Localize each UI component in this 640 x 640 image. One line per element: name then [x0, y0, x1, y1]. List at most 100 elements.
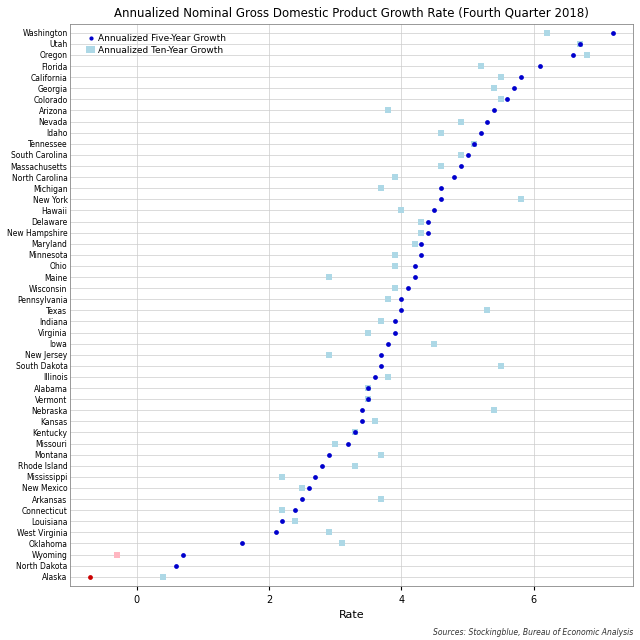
- Point: [396, 305, 406, 316]
- Point: [390, 328, 400, 338]
- Point: [363, 394, 373, 404]
- Point: [410, 272, 420, 282]
- Point: [383, 339, 393, 349]
- Point: [489, 106, 499, 116]
- Point: [483, 116, 493, 127]
- Point: [343, 438, 353, 449]
- Point: [277, 472, 287, 482]
- Point: [363, 383, 373, 393]
- Point: [390, 283, 400, 293]
- Point: [111, 550, 122, 560]
- Point: [410, 239, 420, 249]
- Point: [383, 372, 393, 382]
- Title: Annualized Nominal Gross Domestic Product Growth Rate (Fourth Quarter 2018): Annualized Nominal Gross Domestic Produc…: [115, 7, 589, 20]
- Point: [416, 227, 426, 237]
- Point: [390, 250, 400, 260]
- Point: [310, 472, 321, 482]
- Point: [634, 561, 640, 571]
- Point: [337, 538, 347, 548]
- Legend: Annualized Five-Year Growth, Annualized Ten-Year Growth: Annualized Five-Year Growth, Annualized …: [86, 34, 226, 55]
- Point: [323, 449, 333, 460]
- Point: [542, 28, 552, 38]
- Point: [396, 294, 406, 305]
- Point: [456, 150, 466, 160]
- Point: [383, 294, 393, 305]
- Point: [376, 349, 387, 360]
- Point: [429, 339, 440, 349]
- Point: [158, 572, 168, 582]
- Point: [608, 28, 618, 38]
- Point: [502, 94, 513, 104]
- Point: [535, 61, 545, 71]
- Point: [422, 216, 433, 227]
- Point: [350, 428, 360, 438]
- Point: [356, 405, 367, 415]
- Point: [356, 416, 367, 426]
- Point: [575, 39, 585, 49]
- Point: [277, 516, 287, 526]
- Point: [323, 272, 333, 282]
- Point: [383, 106, 393, 116]
- Point: [495, 94, 506, 104]
- Point: [390, 261, 400, 271]
- Point: [85, 572, 95, 582]
- Point: [390, 172, 400, 182]
- Point: [376, 183, 387, 193]
- Point: [436, 127, 446, 138]
- Point: [363, 328, 373, 338]
- Point: [237, 538, 248, 548]
- Point: [515, 194, 525, 204]
- Point: [396, 205, 406, 216]
- Point: [463, 150, 473, 160]
- Point: [489, 83, 499, 93]
- Point: [483, 305, 493, 316]
- Point: [363, 383, 373, 393]
- Point: [410, 261, 420, 271]
- Point: [350, 461, 360, 471]
- Point: [495, 361, 506, 371]
- Point: [416, 239, 426, 249]
- Point: [178, 550, 188, 560]
- Point: [330, 438, 340, 449]
- Point: [456, 116, 466, 127]
- Point: [495, 72, 506, 83]
- Point: [291, 516, 301, 526]
- Point: [568, 50, 579, 60]
- Point: [390, 316, 400, 326]
- Point: [476, 61, 486, 71]
- Point: [469, 139, 479, 149]
- Point: [575, 39, 585, 49]
- Point: [171, 561, 181, 571]
- Point: [370, 372, 380, 382]
- Point: [317, 461, 327, 471]
- Point: [297, 483, 307, 493]
- Point: [297, 494, 307, 504]
- Point: [376, 494, 387, 504]
- Point: [291, 505, 301, 515]
- Point: [271, 527, 281, 538]
- Point: [422, 227, 433, 237]
- Point: [469, 139, 479, 149]
- Point: [429, 205, 440, 216]
- Point: [436, 194, 446, 204]
- X-axis label: Rate: Rate: [339, 611, 365, 620]
- Point: [370, 416, 380, 426]
- Text: Sources: Stockingblue, Bureau of Economic Analysis: Sources: Stockingblue, Bureau of Economi…: [433, 628, 634, 637]
- Point: [515, 72, 525, 83]
- Point: [323, 527, 333, 538]
- Point: [416, 250, 426, 260]
- Point: [376, 449, 387, 460]
- Point: [277, 505, 287, 515]
- Point: [363, 394, 373, 404]
- Point: [416, 216, 426, 227]
- Point: [582, 50, 592, 60]
- Point: [323, 349, 333, 360]
- Point: [456, 161, 466, 171]
- Point: [509, 83, 519, 93]
- Point: [436, 183, 446, 193]
- Point: [376, 316, 387, 326]
- Point: [376, 361, 387, 371]
- Point: [403, 283, 413, 293]
- Point: [350, 428, 360, 438]
- Point: [303, 483, 314, 493]
